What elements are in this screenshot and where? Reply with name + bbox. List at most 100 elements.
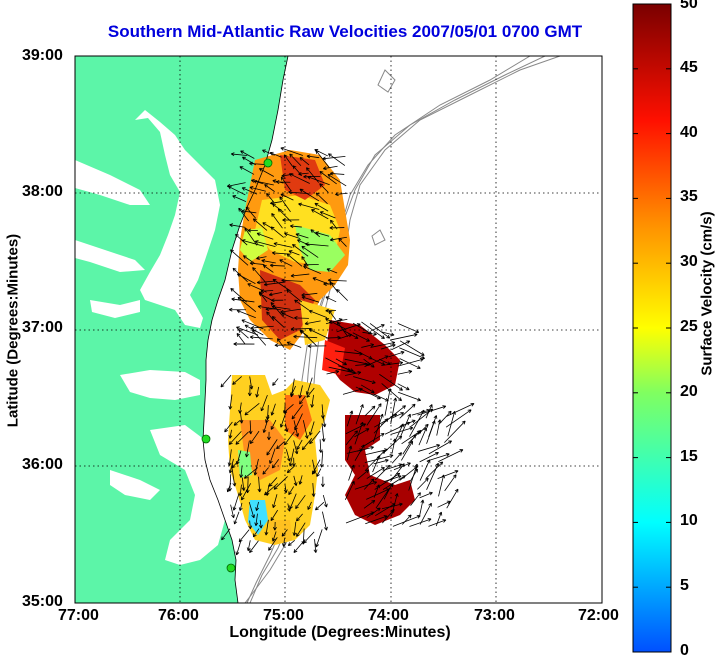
velocity-arrow [446, 488, 459, 509]
velocity-arrow [292, 521, 297, 536]
velocity-arrow [262, 421, 268, 434]
velocity-arrow [273, 242, 293, 248]
velocity-arrow [279, 196, 291, 213]
velocity-arrow [293, 539, 306, 553]
velocity-arrow [319, 170, 337, 185]
x-axis-label: Longitude (Degrees:Minutes) [229, 624, 451, 641]
velocity-arrow [397, 323, 420, 334]
velocity-arrow [444, 420, 466, 443]
velocity-arrow [325, 308, 337, 313]
velocity-arrow [298, 475, 303, 485]
velocity-arrow [239, 166, 255, 175]
velocity-arrow [419, 451, 439, 463]
velocity-arrow [272, 203, 284, 213]
velocity-arrow [260, 394, 268, 412]
velocity-arrow [418, 427, 428, 446]
velocity-arrow [417, 477, 429, 490]
velocity-arrow [384, 388, 392, 416]
velocity-arrow [246, 540, 251, 552]
x-tick-label: 75:00 [263, 607, 304, 624]
velocity-arrow [362, 331, 377, 336]
velocity-arrow [247, 385, 252, 397]
map-title: Southern Mid-Atlantic Raw Velocities 200… [107, 22, 583, 41]
velocity-arrow [322, 511, 328, 531]
velocity-arrow [390, 463, 405, 482]
velocity-arrow [233, 342, 255, 346]
colorbar-tick-label: 40 [680, 124, 698, 141]
velocity-arrow [288, 486, 295, 496]
velocity-arrow [303, 531, 315, 544]
velocity-arrow [335, 192, 348, 197]
velocity-arrow [286, 341, 302, 348]
velocity-arrow [329, 171, 345, 176]
velocity-arrow [270, 509, 279, 522]
velocity-arrow [286, 253, 303, 267]
velocity-arrow [249, 430, 260, 445]
colorbar-tick-label: 10 [680, 512, 698, 529]
velocity-arrow [302, 420, 309, 439]
velocity-arrow [446, 402, 475, 417]
velocity-arrow [238, 207, 250, 222]
velocity-arrow [296, 513, 303, 522]
velocity-arrow [409, 409, 425, 437]
velocity-arrow [301, 245, 319, 258]
velocity-arrow [364, 449, 386, 472]
velocity-arrow [325, 318, 347, 330]
velocity-arrow [290, 385, 297, 397]
velocity-arrow [374, 464, 391, 481]
velocity-arrow [354, 481, 378, 490]
velocity-arrow [310, 229, 321, 238]
velocity-arrow [361, 343, 375, 348]
velocity-arrow [382, 435, 403, 454]
velocity-arrow [275, 180, 291, 184]
velocity-arrow [321, 423, 326, 442]
velocity-arrow [409, 518, 432, 527]
velocity-arrow [363, 478, 375, 490]
velocity-arrow [316, 468, 322, 477]
velocity-arrow [308, 421, 315, 436]
velocity-arrow [379, 373, 403, 391]
y-axis-label: Latitude (Degrees:Minutes) [4, 233, 22, 428]
velocity-arrow [315, 529, 323, 548]
y-tick-label: 38:00 [22, 183, 63, 200]
velocity-arrow [400, 440, 414, 461]
velocity-arrow [364, 355, 389, 368]
velocity-arrow [262, 467, 269, 475]
velocity-arrow [298, 202, 320, 210]
velocity-arrow [272, 278, 292, 292]
velocity-arrow [336, 321, 349, 337]
velocity-arrow [280, 193, 294, 201]
velocity-arrow [372, 455, 381, 473]
velocity-arrow [438, 449, 464, 462]
velocity-arrow [279, 259, 293, 267]
x-tick-label: 74:00 [368, 607, 409, 624]
colorbar-tick-label: 15 [680, 448, 698, 465]
velocity-arrow [252, 267, 267, 283]
velocity-arrow [254, 240, 276, 248]
velocity-arrow [428, 440, 452, 455]
velocity-arrow [241, 239, 265, 247]
velocity-arrow [279, 411, 287, 428]
velocity-arrow [305, 242, 329, 247]
velocity-arrow [353, 376, 376, 384]
velocity-arrow [365, 515, 388, 525]
velocity-arrow [235, 431, 249, 445]
velocity-arrow [249, 335, 273, 340]
velocity-arrow [286, 465, 295, 474]
velocity-arrow [256, 232, 274, 240]
velocity-arrow [303, 174, 321, 179]
velocity-arrow [229, 223, 246, 228]
velocity-arrow [232, 195, 247, 202]
velocity-arrow [397, 383, 410, 391]
velocity-arrow [264, 519, 269, 536]
velocity-arrow [228, 431, 242, 445]
velocity-arrow [271, 213, 283, 229]
velocity-arrow [293, 440, 299, 455]
velocity-arrow [238, 329, 249, 339]
velocity-arrow [265, 414, 270, 424]
velocity-arrow [262, 222, 273, 229]
velocity-arrow [323, 165, 338, 171]
velocity-arrow [337, 365, 354, 372]
x-tick-label: 77:00 [58, 607, 99, 624]
colorbar-label: Surface Velocity (cm/s) [698, 211, 716, 376]
